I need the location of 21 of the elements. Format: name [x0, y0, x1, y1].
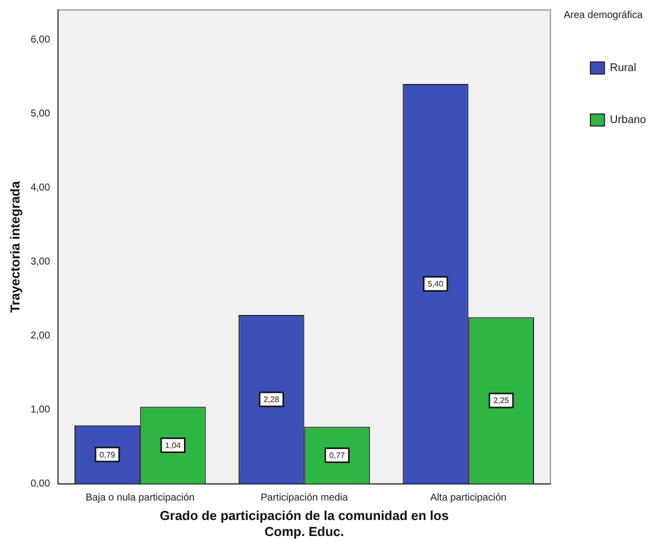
y-tick-label: 0,00 — [30, 478, 50, 490]
data-label: 0,77 — [329, 451, 346, 460]
y-tick-label: 1,00 — [30, 404, 50, 416]
y-tick-label: 2,00 — [30, 330, 50, 342]
x-tick-label: Baja o nula participación — [86, 492, 195, 504]
y-tick-label: 5,00 — [30, 108, 50, 120]
legend-title: Area demográfica — [564, 10, 644, 21]
data-label: 1,04 — [165, 441, 182, 450]
y-tick-label: 6,00 — [30, 34, 50, 46]
y-tick-label: 4,00 — [30, 182, 50, 194]
legend-label: Rural — [610, 62, 636, 74]
data-label: 5,40 — [428, 280, 444, 289]
data-label: 0,79 — [100, 450, 116, 460]
x-tick-label: Alta participación — [430, 492, 506, 504]
x-axis-title: Grado de participación de la comunidad en los Comp. Educ. — [160, 508, 449, 539]
y-tick-label: 3,00 — [30, 256, 50, 268]
legend-label: Urbano — [610, 114, 646, 126]
y-axis-title: Trayectoria integrada — [7, 180, 22, 313]
x-tick-label: Participación media — [260, 492, 348, 504]
data-label: 2,25 — [493, 396, 510, 406]
data-label: 2,28 — [264, 395, 280, 404]
